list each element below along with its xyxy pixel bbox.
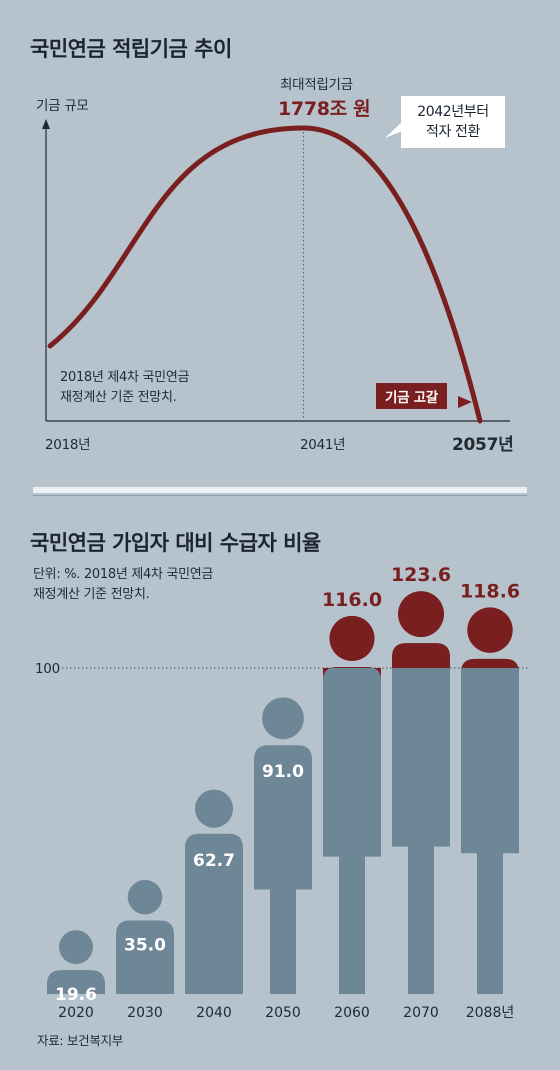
figure-head	[59, 930, 93, 965]
depletion-label: 기금 고갈	[376, 383, 447, 409]
category-label: 2070	[403, 1005, 439, 1021]
fund-trend-chart	[42, 119, 510, 424]
chart1-note-line2: 재정계산 기준 전망치.	[60, 390, 177, 405]
figure-body	[323, 666, 381, 994]
figure-body	[461, 658, 519, 994]
chart2-note-line1: 단위: %. 2018년 제4차 국민연금	[33, 567, 214, 582]
value-label: 91.0	[262, 762, 304, 782]
reference-100-label: 100	[35, 661, 60, 677]
value-label: 62.7	[193, 851, 235, 871]
value-label: 35.0	[124, 935, 166, 955]
figure-head	[194, 789, 234, 828]
figure-body	[392, 643, 450, 994]
y-axis-label: 기금 규모	[36, 98, 89, 114]
x-tick-2041: 2041년	[300, 437, 346, 453]
figure-head	[398, 591, 444, 638]
figure-over-100-section	[392, 643, 450, 668]
chart2-note-line2: 재정계산 기준 전망치.	[33, 587, 150, 602]
fund-curve-line	[47, 125, 483, 424]
value-label: 118.6	[460, 580, 520, 602]
x-tick-2057: 2057년	[452, 435, 514, 455]
value-label: 19.6	[55, 985, 97, 1005]
category-label: 2060	[334, 1005, 370, 1021]
deficit-callout: 2042년부터 적자 전환	[401, 96, 505, 148]
figure-2060: 116.0 2060	[322, 589, 382, 1021]
category-label: 2030	[127, 1005, 163, 1021]
figure-2040: 62.7 2040	[185, 789, 243, 1021]
figure-head	[329, 615, 375, 661]
section-divider-shadow	[33, 495, 527, 496]
figure-head	[262, 697, 304, 740]
figure-2050: 91.0 2050	[254, 697, 312, 1021]
category-label: 2040	[196, 1005, 232, 1021]
x-tick-2018: 2018년	[45, 437, 91, 453]
figure-over-100-section	[323, 666, 381, 681]
category-label: 2020	[58, 1005, 94, 1021]
figure-body	[185, 833, 243, 994]
peak-value: 1778조 원	[278, 98, 371, 120]
chart2-title: 국민연금 가입자 대비 수급자 비율	[30, 531, 321, 555]
figure-2030: 35.0 2030	[116, 879, 174, 1021]
figure-body	[116, 920, 174, 994]
category-label: 2088년	[466, 1005, 515, 1021]
peak-label: 최대적립기금	[280, 77, 353, 93]
figure-head	[127, 879, 163, 915]
category-label: 2050	[265, 1005, 301, 1021]
figure-head	[467, 607, 513, 653]
value-label: 123.6	[391, 564, 451, 586]
section-divider	[33, 487, 527, 493]
source-note: 자료: 보건복지부	[37, 1033, 123, 1048]
chart1-title: 국민연금 적립기금 추이	[30, 37, 232, 61]
figure-body	[47, 970, 105, 994]
figure-body	[254, 745, 312, 994]
figure-over-100-section	[461, 658, 519, 673]
y-axis-arrow	[42, 119, 50, 129]
chart1-note-line1: 2018년 제4차 국민연금	[60, 370, 190, 385]
value-label: 116.0	[322, 589, 382, 611]
figure-2070: 123.6 2070	[391, 564, 451, 1021]
depletion-pointer	[458, 396, 472, 408]
figure-2088년: 118.6 2088년	[460, 580, 520, 1021]
